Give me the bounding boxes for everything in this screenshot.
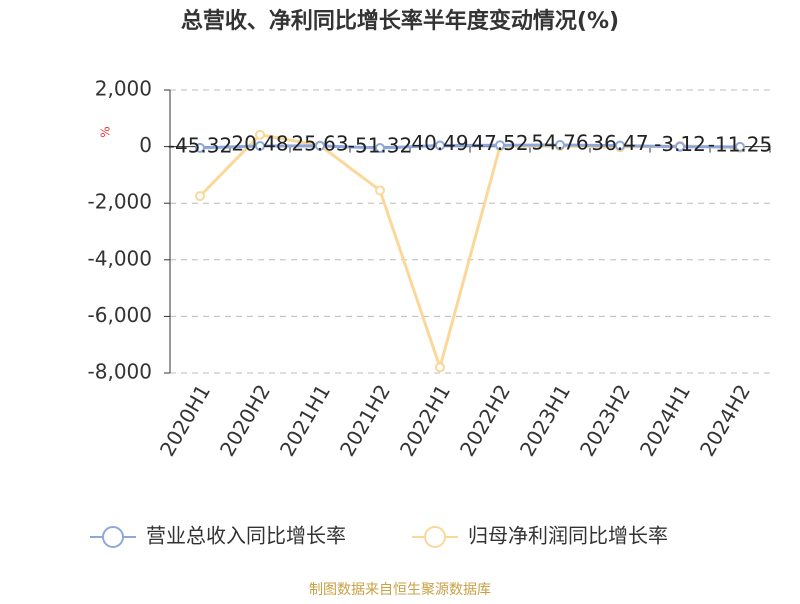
x-tick-label: 2022H2 [455, 380, 515, 460]
x-tick-label: 2022H1 [395, 380, 455, 460]
data-point [195, 191, 205, 202]
data-label: -11.25 [708, 132, 772, 156]
legend-label: 营业总收入同比增长率 [146, 524, 346, 548]
x-tick-label: 2020H2 [215, 380, 275, 460]
source-note: 制图数据来自恒生聚源数据库 [309, 582, 491, 598]
data-point [315, 140, 325, 151]
data-label: 40.49 [411, 131, 468, 155]
y-tick-label: -8,000 [88, 360, 152, 384]
x-tick-label: 2020H1 [155, 380, 215, 460]
data-point [675, 141, 685, 152]
x-tick-label: 2021H2 [335, 380, 395, 460]
data-label: 25.63 [291, 131, 348, 155]
y-tick-label: -6,000 [88, 303, 152, 327]
data-label: 54.76 [531, 131, 588, 155]
data-point [435, 140, 445, 151]
series-line [198, 133, 741, 373]
data-point [435, 362, 445, 373]
legend-label: 归母净利润同比增长率 [468, 524, 668, 548]
data-point [195, 142, 205, 153]
x-tick-label: 2024H2 [695, 380, 755, 460]
data-label: 47.52 [471, 131, 528, 155]
y-tick-label: 2,000 [95, 77, 152, 101]
y-tick-label: 0 [139, 133, 152, 157]
chart-title: 总营收、净利同比增长率半年度变动情况(%) [181, 8, 619, 34]
x-tick-label: 2023H2 [575, 380, 635, 460]
data-point [735, 141, 745, 152]
y-tick-label: -4,000 [88, 246, 152, 270]
data-point [375, 185, 385, 196]
x-tick-label: 2023H1 [515, 380, 575, 460]
data-point [375, 143, 385, 154]
data-point [255, 141, 265, 152]
legend-swatch [102, 526, 124, 548]
x-tick-label: 2021H1 [275, 380, 335, 460]
legend-swatch [424, 526, 446, 548]
data-point [255, 129, 265, 140]
data-point [495, 140, 505, 151]
data-label: -45.32 [168, 133, 232, 157]
y-tick-label: -2,000 [88, 190, 152, 214]
y-axis-label: % [99, 126, 113, 137]
data-label: 36.47 [591, 131, 648, 155]
data-point [615, 140, 625, 151]
series-line [199, 143, 741, 150]
x-tick-label: 2024H1 [635, 380, 695, 460]
data-label: 20.48 [231, 132, 288, 156]
data-point [555, 140, 565, 151]
data-label: -51.32 [348, 134, 412, 158]
data-label: -3.12 [654, 132, 706, 156]
